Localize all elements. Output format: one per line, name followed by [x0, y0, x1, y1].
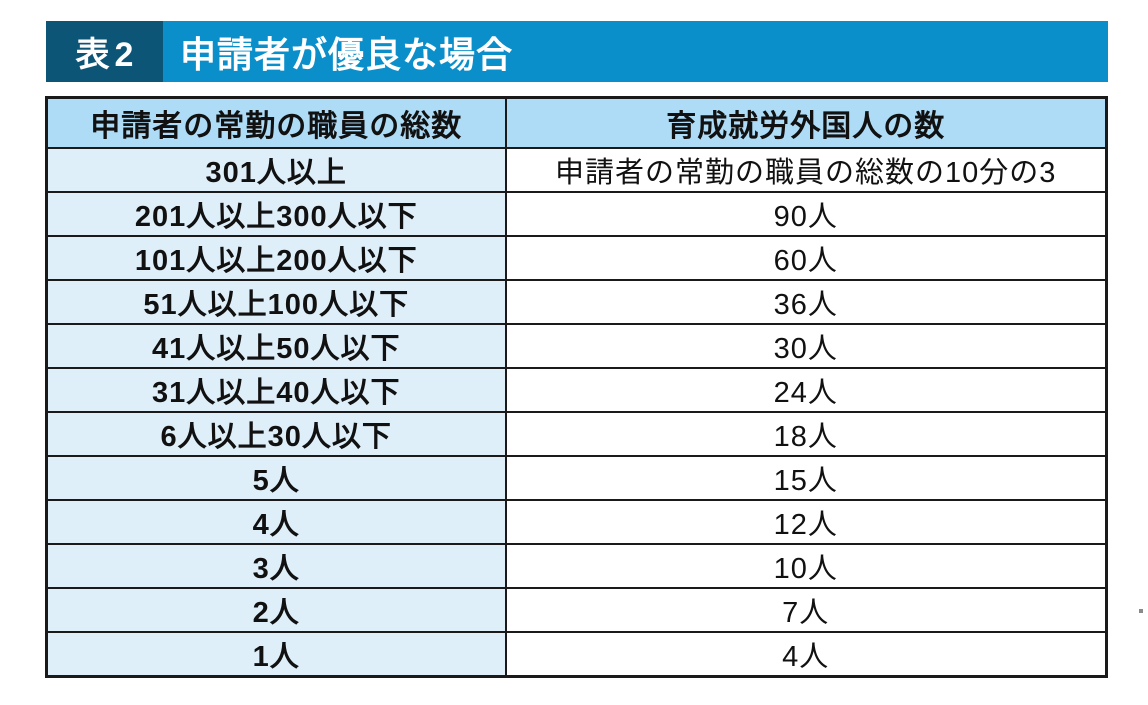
table-row: 1人 4人 — [45, 631, 1108, 678]
worker-count-cell: 36人 — [504, 279, 1108, 325]
table-number-label: 表2 — [75, 36, 139, 74]
worker-count-cell: 12人 — [504, 499, 1108, 545]
staff-range-cell: 301人以上 — [45, 147, 507, 193]
worker-count-cell: 4人 — [504, 631, 1108, 678]
table-row: 3人 10人 — [45, 543, 1108, 589]
table-header: 申請者の常勤の職員の総数 育成就労外国人の数 — [45, 96, 1108, 149]
table-row: 41人以上50人以下 30人 — [45, 323, 1108, 369]
table-title-banner: 表2 申請者が優良な場合 — [46, 21, 1108, 82]
table-row: 5人 15人 — [45, 455, 1108, 501]
table-row: 2人 7人 — [45, 587, 1108, 633]
table-row: 301人以上 申請者の常勤の職員の総数の10分の3 — [45, 147, 1108, 193]
table-title: 申請者が優良な場合 — [180, 33, 514, 75]
quota-table: 申請者の常勤の職員の総数 育成就労外国人の数 301人以上 申請者の常勤の職員の… — [45, 96, 1108, 678]
table-number-tag: 表2 — [46, 21, 163, 82]
table-row: 201人以上300人以下 90人 — [45, 191, 1108, 237]
worker-count-cell: 18人 — [504, 411, 1108, 457]
header-staff-total: 申請者の常勤の職員の総数 — [45, 96, 507, 149]
table-row: 51人以上100人以下 36人 — [45, 279, 1108, 325]
staff-range-cell: 201人以上300人以下 — [45, 191, 507, 237]
worker-count-cell: 90人 — [504, 191, 1108, 237]
header-foreign-workers: 育成就労外国人の数 — [504, 96, 1108, 149]
worker-count-cell: 申請者の常勤の職員の総数の10分の3 — [504, 147, 1108, 193]
table-row: 101人以上200人以下 60人 — [45, 235, 1108, 281]
worker-count-cell: 60人 — [504, 235, 1108, 281]
staff-range-cell: 1人 — [45, 631, 507, 678]
worker-count-cell: 30人 — [504, 323, 1108, 369]
header-row: 申請者の常勤の職員の総数 育成就労外国人の数 — [45, 96, 1108, 149]
staff-range-cell: 101人以上200人以下 — [45, 235, 507, 281]
worker-count-cell: 15人 — [504, 455, 1108, 501]
table-row: 6人以上30人以下 18人 — [45, 411, 1108, 457]
staff-range-cell: 4人 — [45, 499, 507, 545]
worker-count-cell: 24人 — [504, 367, 1108, 413]
staff-range-cell: 3人 — [45, 543, 507, 589]
worker-count-cell: 7人 — [504, 587, 1108, 633]
staff-range-cell: 5人 — [45, 455, 507, 501]
staff-range-cell: 51人以上100人以下 — [45, 279, 507, 325]
table-body: 301人以上 申請者の常勤の職員の総数の10分の3 201人以上300人以下 9… — [45, 147, 1108, 678]
table-row: 31人以上40人以下 24人 — [45, 367, 1108, 413]
staff-range-cell: 6人以上30人以下 — [45, 411, 507, 457]
table-row: 4人 12人 — [45, 499, 1108, 545]
staff-range-cell: 31人以上40人以下 — [45, 367, 507, 413]
stray-dot — [1139, 609, 1143, 613]
staff-range-cell: 2人 — [45, 587, 507, 633]
staff-range-cell: 41人以上50人以下 — [45, 323, 507, 369]
worker-count-cell: 10人 — [504, 543, 1108, 589]
